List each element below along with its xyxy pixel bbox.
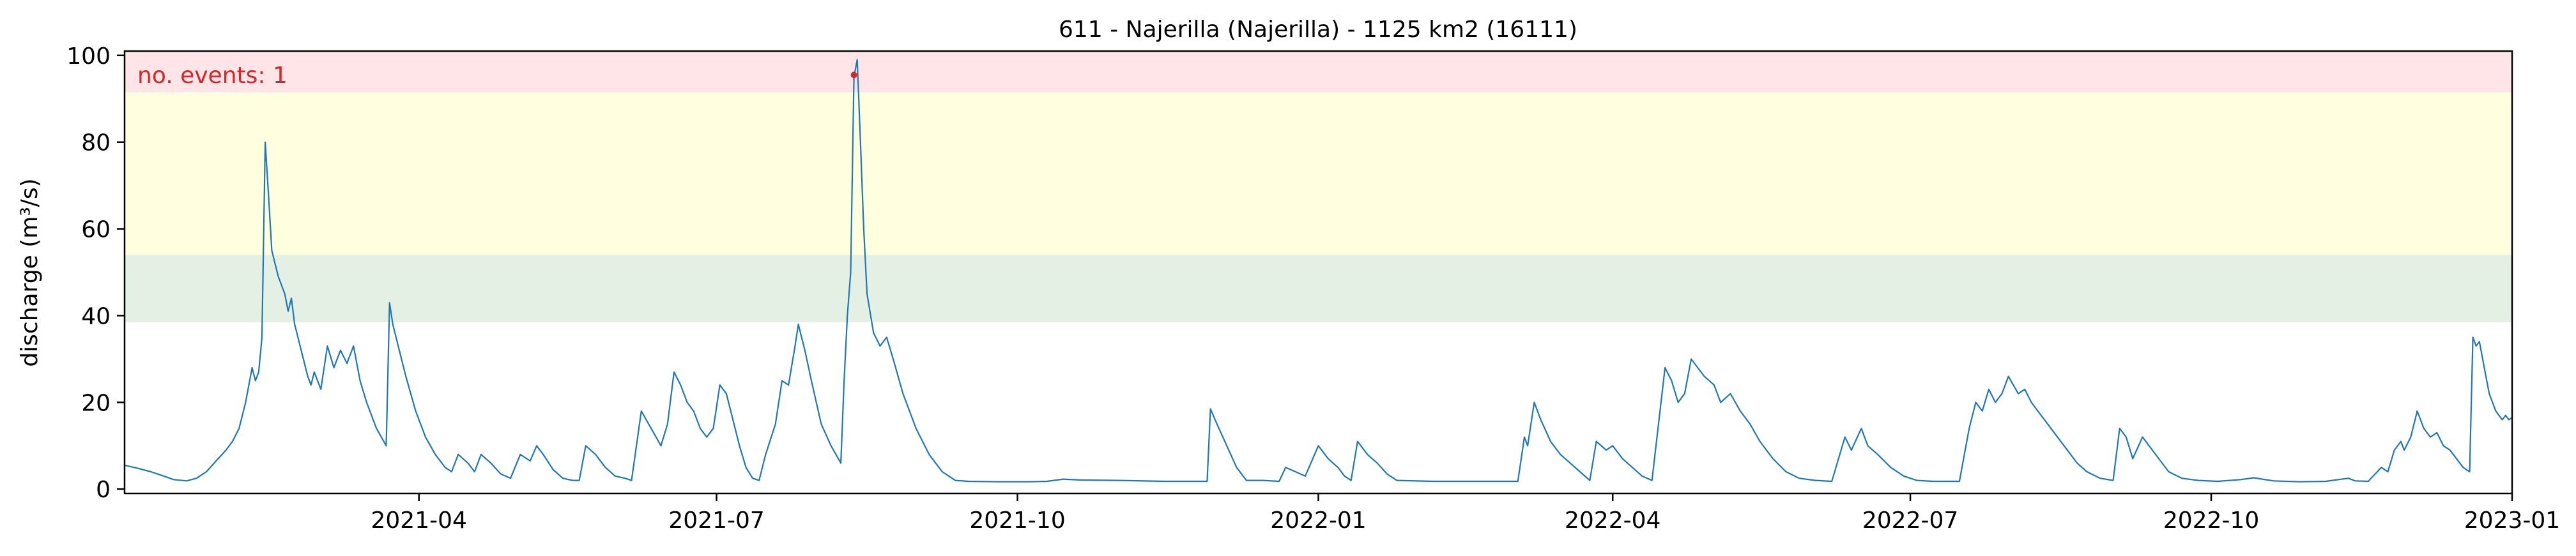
event-markers [851,71,857,78]
x-tick-label: 2022-04 [1565,507,1660,534]
x-tick-label: 2021-04 [371,507,467,534]
threshold-band-1 [125,93,2512,255]
chart-title: 611 - Najerilla (Najerilla) - 1125 km2 (… [1059,17,1577,43]
y-tick-label: 60 [81,217,111,243]
x-tick-label: 2023-01 [2464,507,2560,534]
events-count-annotation: no. events: 1 [137,63,288,89]
y-tick-label: 100 [66,43,111,70]
y-tick-label: 40 [81,303,111,329]
threshold-band-0 [125,255,2512,322]
x-tick-label: 2022-07 [1862,507,1958,534]
threshold-bands [125,51,2512,322]
x-tick-label: 2021-07 [668,507,764,534]
event-marker-0 [851,71,857,78]
y-axis-label: discharge (m³/s) [17,178,43,366]
x-tick-label: 2022-10 [2163,507,2259,534]
x-tick-label: 2022-01 [1270,507,1366,534]
y-tick-label: 20 [81,390,111,416]
y-tick-label: 80 [81,130,111,156]
y-tick-label: 0 [96,477,111,503]
x-tick-label: 2021-10 [969,507,1065,534]
threshold-band-2 [125,51,2512,93]
